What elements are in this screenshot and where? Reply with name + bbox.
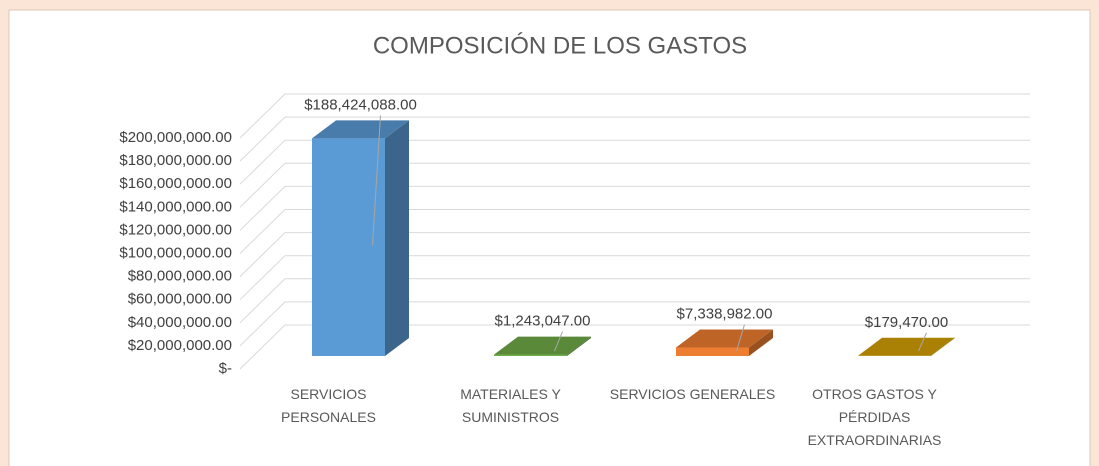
bar <box>494 336 591 356</box>
y-tick-label: $140,000,000.00 <box>119 198 232 215</box>
bar-top <box>312 120 409 139</box>
y-tick-label: $160,000,000.00 <box>119 175 232 192</box>
y-tick-label: $40,000,000.00 <box>128 314 232 331</box>
bar-top <box>858 337 955 356</box>
value-label: $179,470.00 <box>865 314 948 331</box>
grid-line <box>239 209 1030 254</box>
grid-line <box>239 301 1030 347</box>
y-tick-label: $180,000,000.00 <box>119 152 232 169</box>
bar <box>858 337 955 356</box>
leader-line <box>736 324 745 352</box>
grid-line <box>239 324 1030 370</box>
y-tick-label: $80,000,000.00 <box>128 268 232 285</box>
value-label: $7,338,982.00 <box>677 305 773 322</box>
bar-top <box>494 336 591 355</box>
bar-side <box>749 329 773 356</box>
bar <box>312 120 409 356</box>
y-tick-label: $200,000,000.00 <box>119 129 232 146</box>
x-tick-label: MATERIALES Y SUMINISTROS <box>460 386 561 425</box>
leader-line <box>918 332 927 352</box>
chart-area <box>8 9 1091 466</box>
y-tick-label: $20,000,000.00 <box>128 337 232 354</box>
grid-line <box>239 278 1030 324</box>
grid-line <box>239 93 1030 139</box>
bar-front <box>312 138 385 356</box>
grid-line <box>239 232 1030 277</box>
bar-top <box>676 329 773 348</box>
bar <box>676 329 773 356</box>
x-tick-label: SERVICIOS PERSONALES <box>281 386 376 425</box>
leader-line <box>372 115 381 246</box>
y-tick-label: $100,000,000.00 <box>119 244 232 261</box>
x-tick-label: OTROS GASTOS Y PÉRDIDAS EXTRAORDINARIAS <box>807 386 942 448</box>
grid-line <box>239 139 1030 185</box>
value-label: $1,243,047.00 <box>495 313 591 330</box>
y-tick-label: $120,000,000.00 <box>119 221 232 238</box>
bar-side <box>385 120 409 356</box>
grid-line <box>239 116 1030 162</box>
bar-front <box>676 347 749 356</box>
bar-front <box>494 354 567 356</box>
x-tick-label: SERVICIOS GENERALES <box>609 386 776 402</box>
leader-line <box>554 331 563 352</box>
grid-line <box>239 185 1030 231</box>
grid-line <box>239 162 1030 208</box>
value-label: $188,424,088.00 <box>304 96 417 113</box>
y-tick-label: $60,000,000.00 <box>128 291 232 308</box>
grid-line <box>239 255 1030 301</box>
y-tick-label: $- <box>219 360 232 377</box>
bar-side <box>931 337 955 356</box>
chart-title: COMPOSICIÓN DE LOS GASTOS <box>373 32 747 59</box>
bar-side <box>567 336 591 356</box>
